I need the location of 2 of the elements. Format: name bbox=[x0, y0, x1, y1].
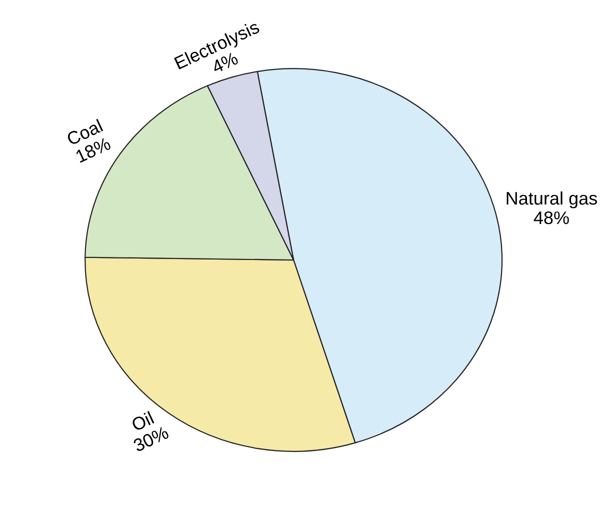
data-label: 48% bbox=[534, 211, 569, 224]
slice-label: Natural gas bbox=[506, 191, 597, 208]
